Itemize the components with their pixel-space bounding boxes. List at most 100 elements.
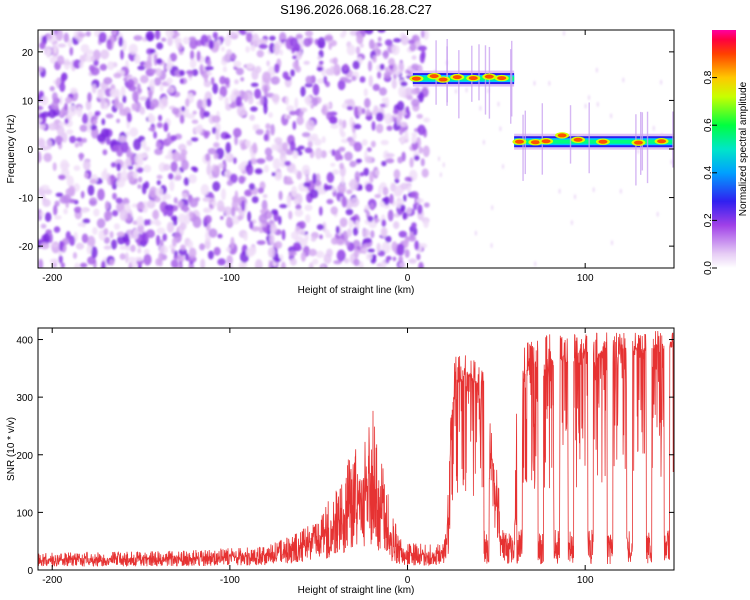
noise-blob: [247, 94, 254, 105]
noise-blob: [356, 33, 364, 45]
noise-blob: [351, 75, 357, 82]
hot-spot: [452, 75, 462, 80]
faint-blob: [482, 139, 485, 145]
noise-blob: [196, 99, 204, 110]
noise-blob: [238, 163, 246, 171]
noise-blob: [288, 210, 293, 220]
noise-blob: [416, 198, 424, 204]
noise-blob: [65, 96, 73, 104]
noise-blob: [262, 71, 271, 84]
noise-blob: [224, 77, 230, 85]
noise-blob: [144, 181, 150, 189]
noise-blob: [305, 119, 315, 131]
faint-blob: [502, 164, 504, 169]
noise-blob: [353, 123, 362, 130]
noise-blob: [139, 106, 146, 115]
noise-blob: [203, 207, 209, 213]
noise-blob: [374, 169, 380, 176]
hot-spot: [573, 137, 583, 142]
noise-blob: [423, 219, 429, 229]
noise-blob: [263, 85, 268, 97]
noise-blob: [246, 31, 253, 43]
noise-blob: [69, 46, 74, 56]
tone-streak: [588, 102, 590, 174]
noise-blob: [103, 167, 108, 177]
noise-blob: [286, 114, 292, 120]
snr-line: [38, 330, 674, 568]
noise-blob: [245, 30, 255, 33]
noise-blob: [165, 30, 174, 39]
noise-blob: [82, 218, 91, 224]
noise-blob: [227, 31, 237, 38]
noise-blob: [223, 264, 233, 268]
noise-blob: [269, 223, 277, 234]
noise-blob: [384, 39, 393, 46]
colorbar-gradient: [712, 30, 736, 268]
noise-blob: [294, 209, 304, 217]
faint-blob: [474, 230, 477, 236]
noise-blob: [271, 172, 276, 177]
noise-blob: [146, 229, 155, 239]
noise-blob: [209, 203, 214, 209]
noise-blob: [332, 64, 341, 76]
noise-blob: [308, 262, 314, 268]
noise-blob: [215, 128, 220, 141]
noise-blob: [289, 258, 297, 266]
noise-blob: [155, 67, 162, 77]
noise-blob: [122, 39, 127, 52]
noise-blob: [117, 235, 126, 245]
noise-blob: [300, 251, 306, 262]
noise-blob: [163, 122, 169, 132]
noise-blob: [145, 30, 155, 42]
noise-blob: [352, 227, 359, 236]
noise-blob: [409, 157, 414, 168]
noise-blob: [393, 221, 400, 230]
noise-blob: [213, 142, 220, 148]
tone-streak: [646, 111, 649, 184]
noise-blob: [338, 146, 346, 152]
noise-blob: [137, 223, 144, 234]
noise-blob: [404, 87, 413, 97]
noise-blob: [188, 264, 195, 268]
noise-blob: [97, 90, 105, 99]
hot-spot: [557, 133, 567, 138]
tone-streak: [511, 40, 513, 117]
noise-blob: [317, 55, 322, 60]
noise-blob: [132, 90, 139, 102]
noise-blob: [228, 242, 238, 255]
noise-blob: [238, 175, 245, 184]
noise-blob: [92, 119, 98, 125]
faint-blob: [592, 187, 595, 193]
noise-blob: [110, 174, 115, 186]
noise-blob: [213, 153, 219, 160]
noise-blob: [309, 189, 319, 199]
noise-blob: [271, 93, 280, 103]
noise-blob: [180, 149, 188, 156]
noise-blob: [334, 149, 341, 161]
noise-blob: [286, 105, 295, 112]
noise-blob: [332, 169, 340, 175]
noise-blob: [42, 194, 46, 203]
noise-blob: [207, 59, 212, 67]
noise-blob: [40, 211, 45, 218]
noise-blob: [203, 72, 209, 83]
noise-blob: [38, 123, 46, 130]
noise-blob: [103, 236, 110, 244]
noise-blob: [304, 147, 313, 154]
noise-blob: [54, 135, 64, 144]
noise-blob: [233, 60, 242, 68]
noise-blob: [254, 124, 260, 130]
noise-blob: [144, 60, 153, 70]
noise-blob: [141, 140, 147, 149]
noise-blob: [414, 240, 420, 251]
noise-blob: [208, 228, 218, 238]
noise-blob: [223, 206, 233, 216]
noise-blob: [234, 79, 239, 85]
noise-blob: [229, 103, 238, 109]
noise-blob: [163, 163, 171, 171]
colorbar-tick-label: 0.8: [703, 70, 714, 84]
noise-blob: [52, 162, 57, 172]
noise-blob: [391, 44, 400, 56]
noise-blob: [361, 108, 366, 115]
